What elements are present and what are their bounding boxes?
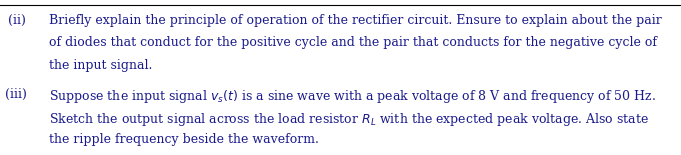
Text: the input signal.: the input signal. — [49, 59, 153, 72]
Text: Sketch the output signal across the load resistor $R_L$ with the expected peak v: Sketch the output signal across the load… — [49, 111, 649, 128]
Text: Suppose the input signal $v_s(t)$ is a sine wave with a peak voltage of 8 V and : Suppose the input signal $v_s(t)$ is a s… — [49, 88, 656, 105]
Text: (iii): (iii) — [5, 88, 27, 101]
Text: (ii): (ii) — [8, 14, 26, 27]
Text: of diodes that conduct for the positive cycle and the pair that conducts for the: of diodes that conduct for the positive … — [49, 36, 657, 49]
Text: Briefly explain the principle of operation of the rectifier circuit. Ensure to e: Briefly explain the principle of operati… — [49, 14, 662, 27]
Text: the ripple frequency beside the waveform.: the ripple frequency beside the waveform… — [49, 133, 319, 146]
